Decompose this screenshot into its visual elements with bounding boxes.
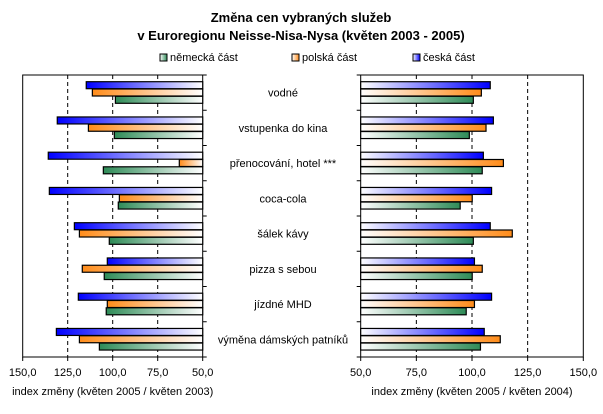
bar-polská-část <box>178 158 204 168</box>
bar-německá-část <box>360 342 482 351</box>
bar-německá-část <box>360 201 461 210</box>
bar-německá-část <box>360 307 467 316</box>
bar-česká-část <box>106 257 204 266</box>
legend-swatch <box>291 53 300 62</box>
bar-česká-část <box>73 222 204 231</box>
bar-německá-část <box>117 201 204 210</box>
x-axis-label: index změny (květen 2005 / květen 2003) <box>12 386 213 398</box>
bar-polská-část <box>360 158 504 168</box>
bar-česká-část <box>360 81 491 90</box>
chart-subtitle: v Euroregionu Neisse-Nisa-Nysa (květen 2… <box>137 28 464 43</box>
legend-label: česká část <box>423 52 475 64</box>
x-axis-label: index změny (květen 2005 / květen 2004) <box>371 386 572 398</box>
category-label: vstupenka do kina <box>239 123 329 135</box>
bar-polská-část <box>360 335 501 344</box>
x-tick-label: 50,0 <box>192 367 213 379</box>
bar-polská-část <box>78 335 204 344</box>
bar-polská-část <box>91 88 204 97</box>
x-tick-label: 100,0 <box>458 367 486 379</box>
bar-německá-část <box>102 166 204 175</box>
category-label: vodné <box>268 88 298 100</box>
x-tick-label: 150,0 <box>9 367 37 379</box>
category-label: šálek kávy <box>257 229 309 241</box>
legend-swatch <box>159 53 168 62</box>
x-tick-label: 75,0 <box>147 367 168 379</box>
bar-česká-část <box>360 186 493 196</box>
legend: německá část polská část česká část <box>159 52 475 64</box>
bar-polská-část <box>106 299 204 309</box>
category-labels: vodné vstupenka do kina přenocování, hotel… <box>218 88 348 347</box>
legend-swatch <box>412 53 421 62</box>
bar-česká-část <box>77 292 204 301</box>
x-tick-label: 150,0 <box>570 367 598 379</box>
category-label: pizza s sebou <box>249 264 316 276</box>
bar-německá-část <box>360 166 483 175</box>
bar-polská-část <box>78 229 204 238</box>
category-label: přenocování, hotel *** <box>230 158 337 170</box>
bar-polská-část <box>360 299 476 309</box>
bar-polská-část <box>87 123 204 132</box>
category-label: jízdné MHD <box>253 299 312 311</box>
bar-česká-část <box>360 116 494 125</box>
bar-česká-část <box>85 81 204 90</box>
bar-česká-část <box>55 327 204 337</box>
bar-německá-část <box>103 271 204 281</box>
category-label: výměna dámských patníků <box>218 334 348 346</box>
bar-česká-část <box>360 292 493 301</box>
bar-česká-část <box>56 116 204 125</box>
bar-polská-část <box>81 264 204 273</box>
x-tick-label: 75,0 <box>406 367 427 379</box>
bar-německá-část <box>360 271 473 281</box>
left-chart: 150,0 125,0 100,0 75,0 50,0 index změny (květ… <box>9 74 213 398</box>
chart-title: Změna cen vybraných služeb <box>211 10 392 25</box>
bar-německá-část <box>114 95 204 104</box>
x-tick-label: 50,0 <box>350 367 371 379</box>
bar-polská-část <box>360 264 483 273</box>
bar-německá-část <box>98 342 204 351</box>
legend-label: německá část <box>170 52 238 64</box>
bar-česká-část <box>360 222 491 231</box>
category-label: coca-cola <box>259 193 307 205</box>
bar-česká-část <box>360 151 484 160</box>
x-tick-label: 125,0 <box>54 367 82 379</box>
bar-česká-část <box>360 327 485 337</box>
bar-německá-část <box>113 130 204 140</box>
bar-polská-část <box>118 194 204 203</box>
x-tick-label: 125,0 <box>514 367 542 379</box>
bar-česká-část <box>48 186 204 196</box>
bar-polská-část <box>360 229 513 238</box>
legend-label: polská část <box>302 52 357 64</box>
bar-německá-část <box>360 236 474 245</box>
bar-německá-část <box>105 307 204 316</box>
bar-polská-část <box>360 88 482 97</box>
bar-česká-část <box>47 151 204 160</box>
bar-německá-část <box>360 130 470 140</box>
bar-německá-část <box>360 95 474 104</box>
bar-polská-část <box>360 194 473 203</box>
right-chart: 50,0 75,0 100,0 125,0 150,0 index změny (květ… <box>350 74 598 398</box>
bar-česká-část <box>360 257 476 266</box>
x-tick-label: 100,0 <box>99 367 127 379</box>
bar-polská-část <box>360 123 487 132</box>
bar-německá-část <box>108 236 204 245</box>
